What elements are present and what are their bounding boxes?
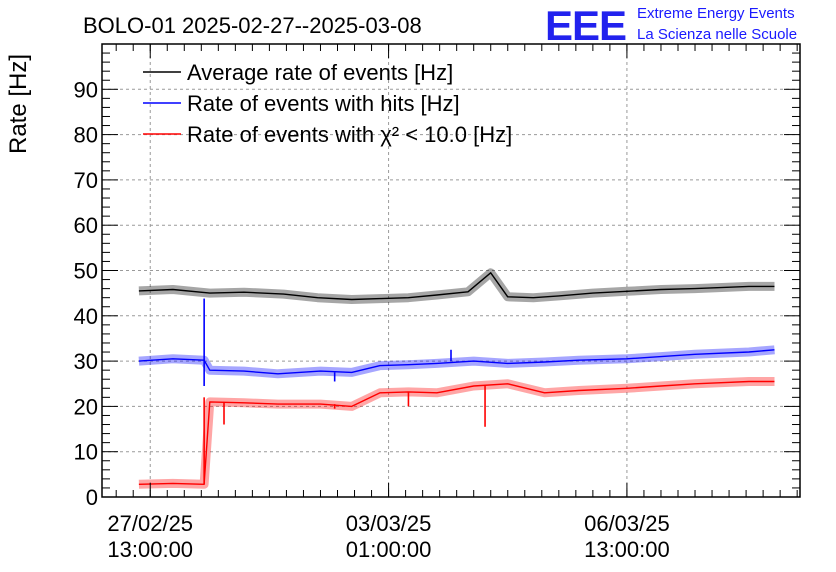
y-axis-label: Rate [Hz] [5, 54, 32, 154]
legend: Average rate of events [Hz] Rate of even… [143, 60, 512, 147]
x-tick-time-label: 13:00:00 [107, 537, 193, 562]
y-tick-label: 0 [86, 485, 98, 510]
series-noise-band-0 [138, 268, 775, 304]
series-line-0 [138, 272, 775, 301]
chart-title: BOLO-01 2025-02-27--2025-03-08 [83, 13, 422, 38]
series-noise-band-1 [138, 345, 775, 379]
legend-label-hits: Rate of events with hits [Hz] [187, 91, 460, 116]
series-layer [138, 268, 775, 489]
series-noise-band-2 [138, 377, 775, 489]
x-tick-date-label: 27/02/25 [107, 511, 193, 536]
brand-line-1: Extreme Energy Events [637, 5, 795, 22]
x-tick-time-label: 13:00:00 [584, 537, 670, 562]
y-tick-label: 50 [74, 259, 98, 284]
y-tick-label: 40 [74, 304, 98, 329]
brand-logo: EEE Extreme Energy Events La Scienza nel… [545, 2, 797, 49]
brand-line-2: La Scienza nelle Scuole [637, 26, 797, 43]
y-tick-label: 70 [74, 168, 98, 193]
y-tick-label: 10 [74, 440, 98, 465]
axes: 010203040506070809027/02/2513:00:0003/03… [74, 44, 800, 562]
legend-label-average: Average rate of events [Hz] [187, 60, 453, 85]
x-tick-date-label: 06/03/25 [584, 511, 670, 536]
y-tick-label: 20 [74, 394, 98, 419]
x-tick-date-label: 03/03/25 [346, 511, 432, 536]
y-tick-label: 60 [74, 213, 98, 238]
series-line-2 [138, 380, 775, 485]
x-tick-time-label: 01:00:00 [346, 537, 432, 562]
y-tick-label: 80 [74, 123, 98, 148]
grid [102, 44, 800, 497]
brand-mark: EEE [545, 2, 626, 49]
series-line-1 [138, 349, 775, 375]
legend-label-chi2: Rate of events with χ² < 10.0 [Hz] [187, 122, 512, 147]
y-tick-label: 30 [74, 349, 98, 374]
y-tick-label: 90 [74, 77, 98, 102]
